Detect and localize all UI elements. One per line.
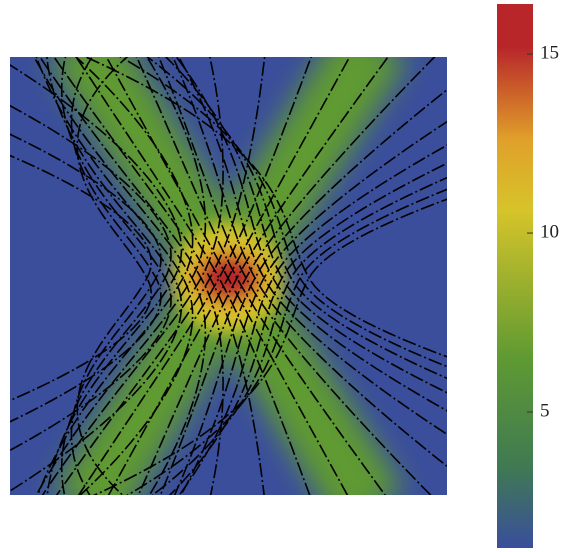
field-line	[10, 64, 183, 495]
field-line	[10, 57, 172, 452]
field-line	[135, 57, 387, 495]
colorbar-tick-label: 5	[540, 400, 550, 421]
field-line	[39, 57, 224, 495]
field-line	[10, 154, 153, 495]
field-line	[55, 57, 266, 495]
field-line	[35, 57, 194, 495]
field-line	[158, 57, 432, 495]
field-line	[180, 120, 447, 495]
field-line	[10, 57, 183, 492]
field-line	[53, 57, 265, 495]
field-line	[83, 57, 447, 358]
field-line	[10, 133, 162, 495]
field-line	[105, 57, 349, 495]
field-line	[92, 198, 447, 495]
field-line	[159, 57, 436, 495]
field-line	[119, 57, 447, 368]
colorbar-axis: 5 10 15	[527, 42, 559, 421]
field-line	[107, 57, 351, 495]
colorbar	[497, 4, 533, 548]
field-line	[137, 57, 389, 495]
field-line	[168, 162, 447, 495]
colorbar-tick-label: 10	[540, 221, 559, 242]
field-lines	[10, 57, 447, 495]
field-line	[126, 188, 447, 495]
field-line	[33, 57, 207, 495]
field-line	[35, 57, 207, 495]
field-plot	[10, 57, 447, 495]
field-line	[10, 57, 153, 402]
field-line	[37, 57, 194, 495]
field-line	[10, 57, 162, 423]
field-line	[10, 104, 172, 495]
field-line	[173, 88, 447, 495]
colorbar-tick-label: 15	[540, 42, 559, 63]
field-line	[75, 57, 311, 495]
field-line	[171, 57, 447, 468]
field-line	[164, 57, 447, 394]
field-line	[178, 144, 447, 495]
field-line	[77, 57, 313, 495]
field-line	[146, 57, 447, 380]
